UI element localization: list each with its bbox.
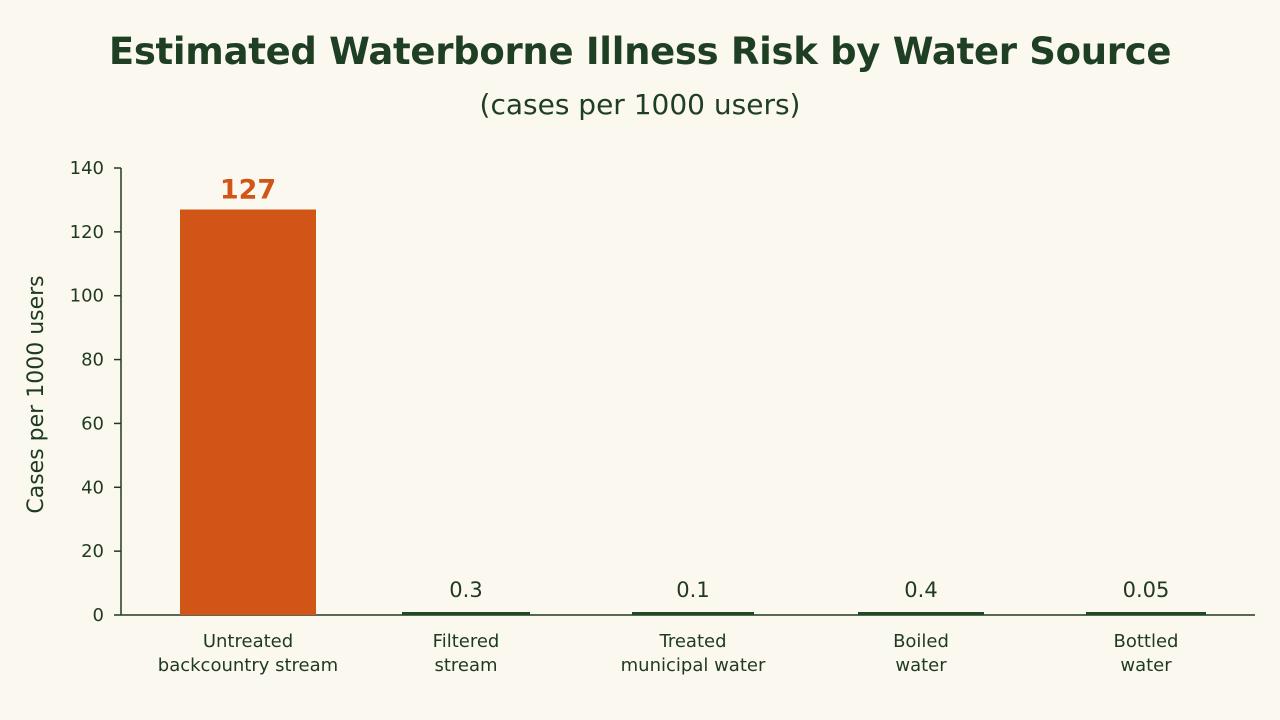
- y-tick-label: 40: [81, 477, 104, 498]
- x-tick-label: backcountry stream: [158, 655, 338, 676]
- bar: [402, 612, 530, 615]
- bar: [180, 209, 316, 615]
- y-tick-label: 140: [70, 158, 104, 179]
- y-tick-label: 60: [81, 413, 104, 434]
- x-tick-label: Untreated: [203, 631, 293, 652]
- bar: [1086, 612, 1206, 615]
- x-tick-label: stream: [434, 655, 497, 676]
- bar: [858, 612, 984, 615]
- x-tick-label: water: [1120, 655, 1172, 676]
- y-tick-label: 120: [70, 222, 104, 243]
- x-tick-label: Bottled: [1114, 631, 1179, 652]
- chart-subtitle: (cases per 1000 users): [479, 88, 801, 121]
- data-label: 0.3: [449, 578, 482, 602]
- y-tick-label: 20: [81, 541, 104, 562]
- data-label: 0.1: [676, 578, 709, 602]
- y-tick-label: 0: [93, 605, 104, 626]
- y-tick-label: 80: [81, 350, 104, 371]
- y-tick-label: 100: [70, 286, 104, 307]
- x-tick-label: Boiled: [893, 631, 949, 652]
- data-label: 0.4: [904, 578, 937, 602]
- x-tick-label: municipal water: [621, 655, 766, 676]
- data-label: 0.05: [1123, 578, 1170, 602]
- bar: [632, 612, 754, 615]
- x-tick-label: Treated: [658, 631, 726, 652]
- chart-title: Estimated Waterborne Illness Risk by Wat…: [108, 30, 1172, 73]
- x-tick-label: water: [895, 655, 947, 676]
- data-label: 127: [220, 175, 276, 206]
- x-tick-label: Filtered: [433, 631, 500, 652]
- y-axis-label: Cases per 1000 users: [24, 275, 49, 513]
